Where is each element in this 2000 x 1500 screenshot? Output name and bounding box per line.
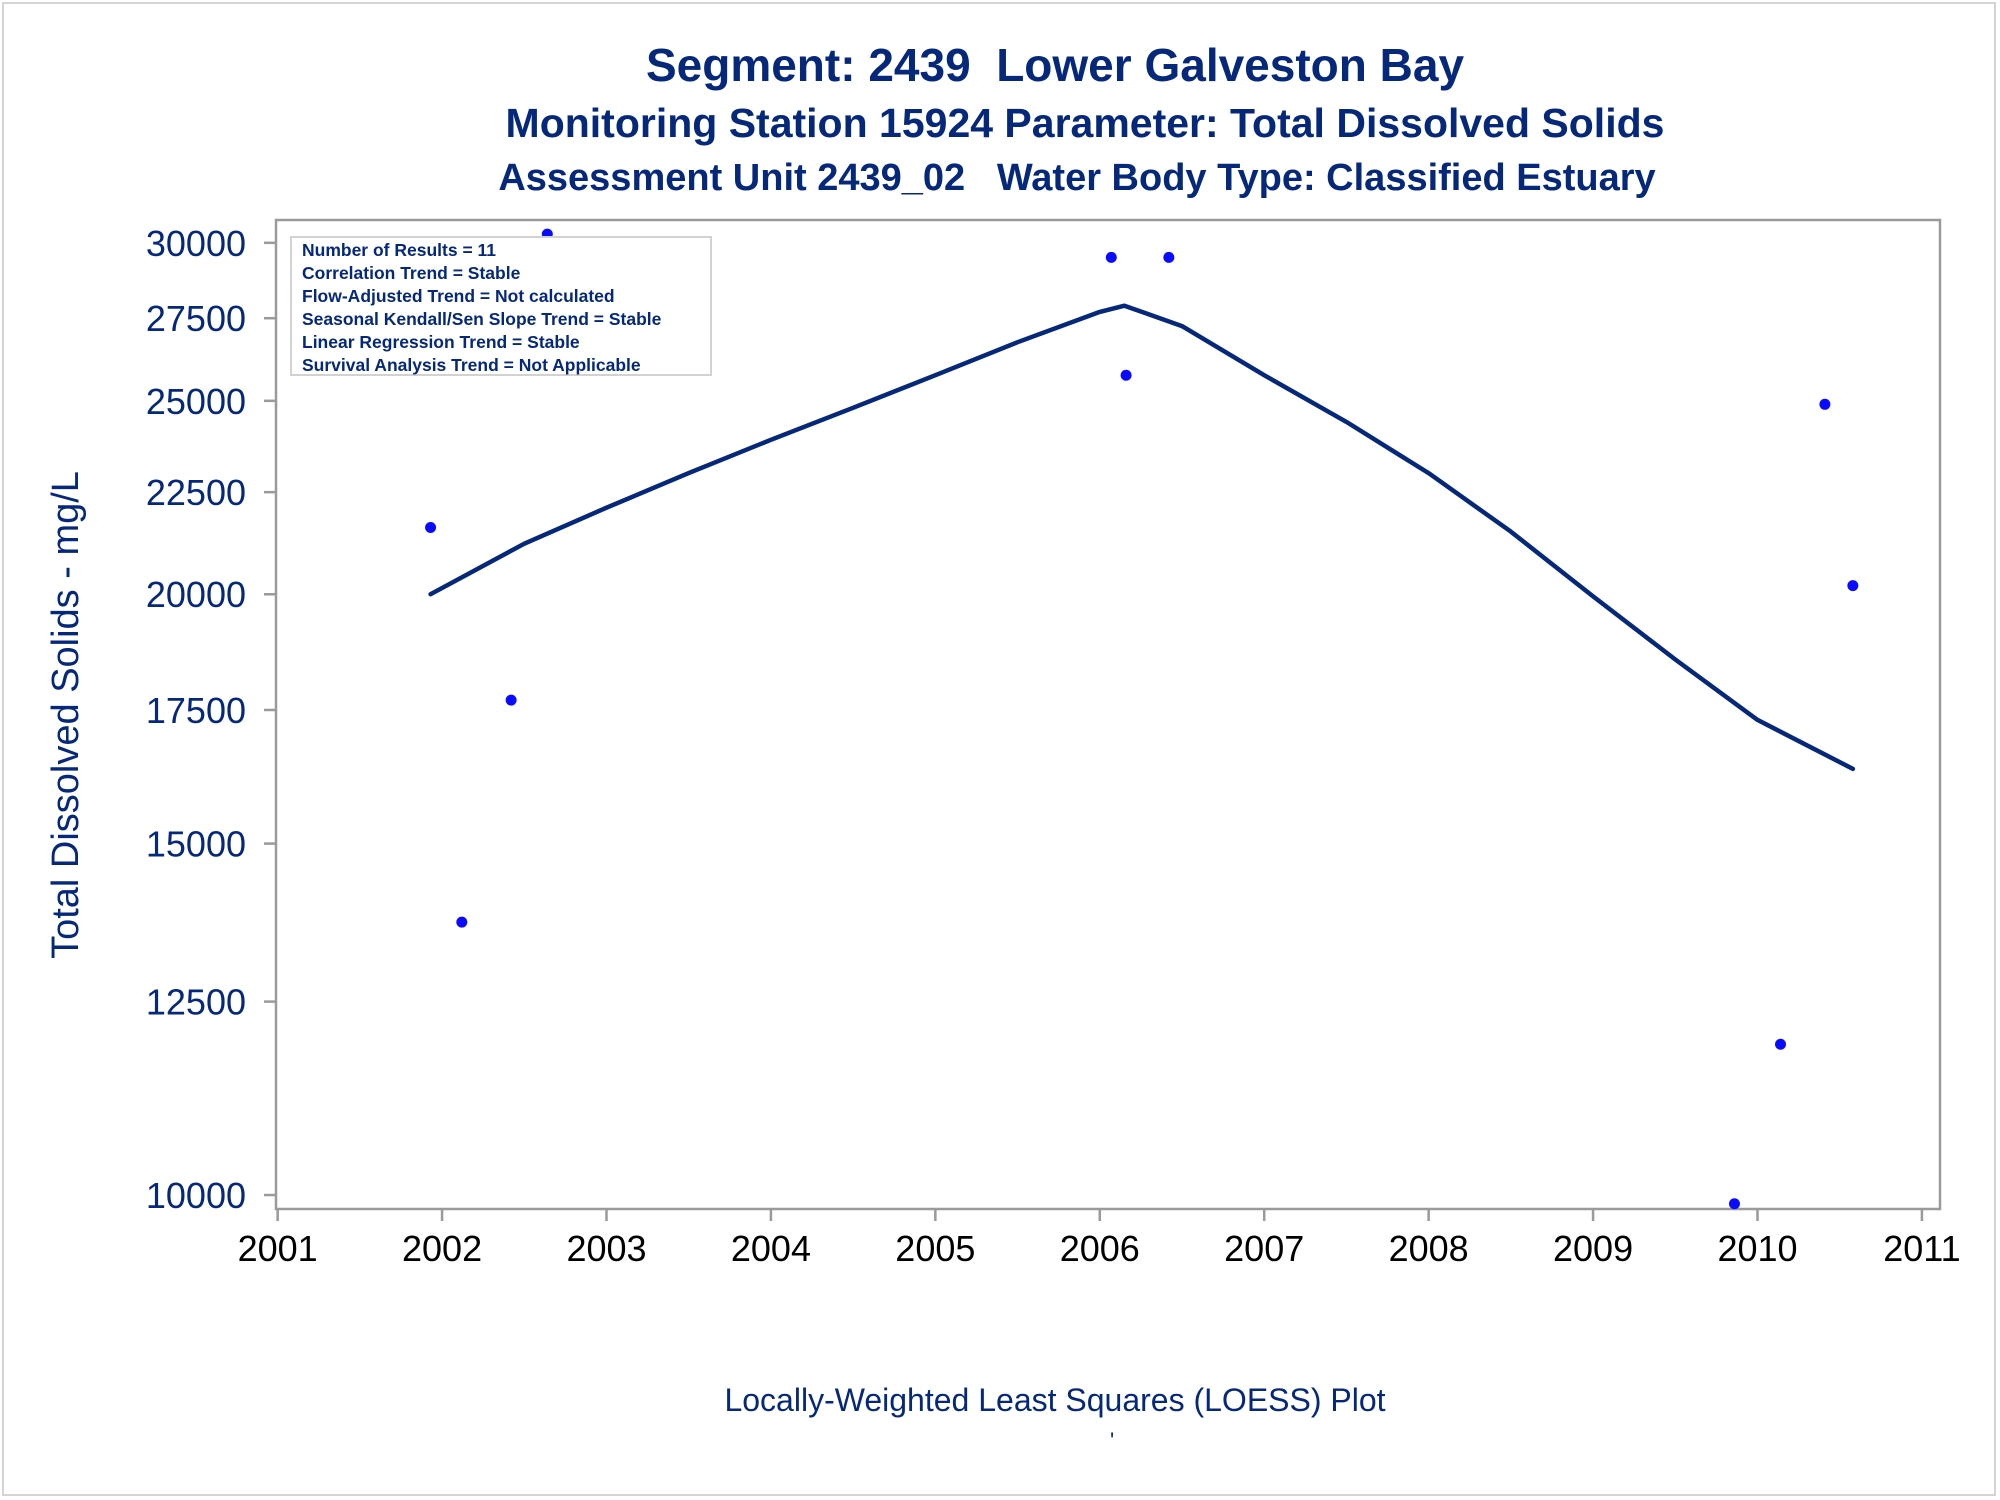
stats-line-survival: Survival Analysis Trend = Not Applicable xyxy=(302,355,641,375)
x-tick-label: 2008 xyxy=(1389,1228,1469,1269)
loess-line-group xyxy=(428,303,1856,772)
chart-subtitle-2: Assessment Unit 2439_02 Water Body Type:… xyxy=(498,157,1656,199)
chart-subtitle: Monitoring Station 15924 Parameter: Tota… xyxy=(505,100,1665,146)
data-point xyxy=(505,694,517,706)
data-points-group xyxy=(425,228,1859,1210)
stats-line-correlation: Correlation Trend = Stable xyxy=(302,263,521,283)
x-tick-label: 2010 xyxy=(1717,1228,1797,1269)
x-tick-label: 2007 xyxy=(1224,1228,1304,1269)
data-point xyxy=(1847,580,1859,592)
plot-area-frame xyxy=(274,218,1942,1211)
data-point xyxy=(1728,1198,1740,1210)
y-tick-label: 30000 xyxy=(146,223,246,264)
x-tick-label: 2005 xyxy=(895,1228,975,1269)
x-tick-label: 2002 xyxy=(402,1228,482,1269)
data-point xyxy=(425,522,437,534)
x-tick-label: 2001 xyxy=(238,1228,318,1269)
y-tick-label: 12500 xyxy=(146,982,246,1023)
footnote-mark: ' xyxy=(1110,1428,1115,1453)
x-axis-caption: Locally-Weighted Least Squares (LOESS) P… xyxy=(724,1382,1386,1418)
stats-line-results: Number of Results = 11 xyxy=(302,240,497,260)
y-tick-label: 25000 xyxy=(146,381,246,422)
stats-line-flow-adjusted: Flow-Adjusted Trend = Not calculated xyxy=(302,286,615,306)
y-axis: 10000 12500 15000 17500 20000 22500 25000 27500… xyxy=(146,223,276,1216)
x-tick-label: 2004 xyxy=(731,1228,811,1269)
data-point xyxy=(1163,251,1175,263)
y-tick-label: 22500 xyxy=(146,472,246,513)
x-tick-label: 2011 xyxy=(1883,1228,1960,1269)
y-tick-label: 17500 xyxy=(146,690,246,731)
data-point xyxy=(1105,251,1117,263)
y-tick-label: 27500 xyxy=(146,298,246,339)
chart-title: Segment: 2439 Lower Galveston Bay xyxy=(645,39,1465,91)
data-point xyxy=(1819,398,1831,410)
data-point xyxy=(1120,369,1132,381)
y-tick-label: 15000 xyxy=(146,824,246,865)
y-tick-label: 20000 xyxy=(146,574,246,615)
y-tick-label: 10000 xyxy=(146,1175,246,1216)
stats-line-seasonal-kendall: Seasonal Kendall/Sen Slope Trend = Stabl… xyxy=(302,309,662,329)
loess-line xyxy=(428,303,1856,772)
x-tick-label: 2003 xyxy=(566,1228,646,1269)
data-point xyxy=(456,916,468,928)
data-point xyxy=(1775,1038,1787,1050)
x-tick-label: 2009 xyxy=(1553,1228,1633,1269)
x-tick-label: 2006 xyxy=(1060,1228,1140,1269)
trend-stats-box: Number of Results = 11 Correlation Trend… xyxy=(290,236,712,376)
y-axis-label: Total Dissolved Solids - mg/L xyxy=(45,471,87,959)
stats-line-linear-regression: Linear Regression Trend = Stable xyxy=(302,332,580,352)
x-axis: 2001 2002 2003 2004 2005 2006 2007 2008 2009 2010… xyxy=(238,1209,1961,1269)
